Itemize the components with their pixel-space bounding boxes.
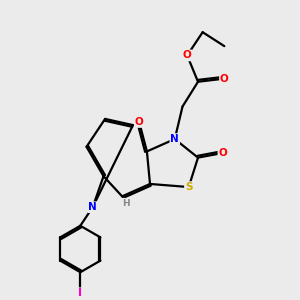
Text: I: I <box>78 288 82 298</box>
Text: O: O <box>218 148 227 158</box>
Text: N: N <box>88 202 97 212</box>
Text: O: O <box>220 74 229 84</box>
Text: H: H <box>122 199 130 208</box>
Text: S: S <box>185 182 193 192</box>
Text: O: O <box>135 117 143 127</box>
Text: N: N <box>170 134 179 144</box>
Text: O: O <box>183 50 191 60</box>
